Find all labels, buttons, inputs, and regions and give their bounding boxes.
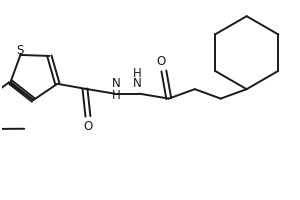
Text: N: N (112, 77, 121, 90)
Text: O: O (156, 55, 166, 68)
Text: N: N (133, 77, 142, 90)
Text: H: H (112, 89, 121, 102)
Text: O: O (83, 120, 93, 133)
Text: S: S (17, 44, 24, 57)
Text: H: H (133, 67, 142, 80)
